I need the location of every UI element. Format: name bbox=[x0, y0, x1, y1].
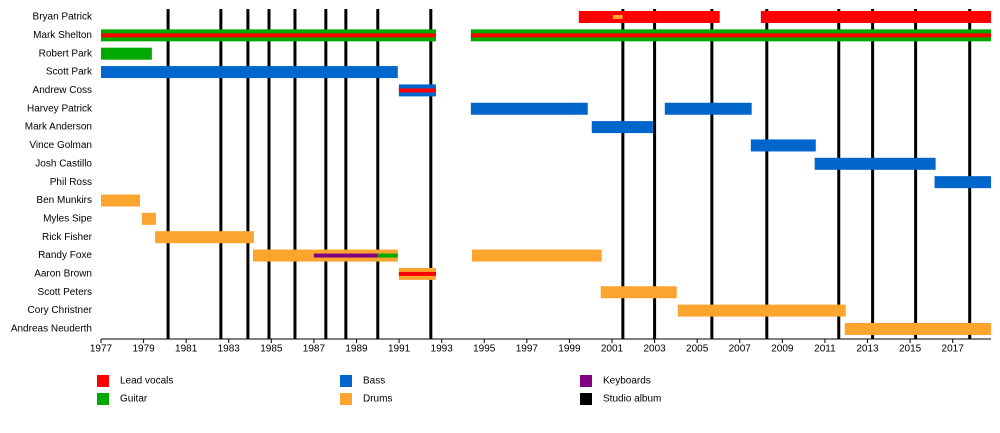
x-tick-label: 1977 bbox=[90, 344, 113, 355]
member-name: Randy Foxe bbox=[38, 250, 92, 261]
role-stripe bbox=[612, 15, 623, 19]
role-bar bbox=[677, 304, 846, 317]
member-name: Aaron Brown bbox=[34, 269, 92, 280]
x-tick-label: 2001 bbox=[601, 344, 624, 355]
legend-label: Drums bbox=[363, 394, 392, 405]
role-bar bbox=[101, 47, 152, 60]
legend-swatch bbox=[97, 375, 109, 387]
x-tick-label: 1985 bbox=[260, 344, 283, 355]
x-tick-label: 2017 bbox=[942, 344, 965, 355]
x-tick-label: 1995 bbox=[473, 344, 496, 355]
role-stripe bbox=[470, 33, 991, 38]
x-tick-label: 2007 bbox=[729, 344, 752, 355]
legend-label: Studio album bbox=[603, 394, 661, 405]
role-bar bbox=[934, 176, 991, 189]
x-tick-label: 1981 bbox=[175, 344, 198, 355]
role-bar bbox=[844, 322, 991, 335]
legend-swatch bbox=[580, 393, 592, 405]
x-tick-label: 2009 bbox=[771, 344, 794, 355]
member-name: Phil Ross bbox=[50, 177, 92, 188]
role-bar bbox=[814, 157, 936, 170]
role-bar bbox=[664, 102, 752, 115]
member-name: Bryan Patrick bbox=[33, 12, 93, 23]
member-name: Andreas Neuderth bbox=[11, 324, 92, 335]
member-name: Myles Sipe bbox=[43, 213, 92, 224]
x-tick-label: 1989 bbox=[345, 344, 368, 355]
role-stripe bbox=[398, 271, 436, 276]
role-stripe bbox=[313, 253, 378, 258]
x-tick-label: 1997 bbox=[516, 344, 539, 355]
x-tick-label: 2015 bbox=[899, 344, 922, 355]
x-tick-label: 1993 bbox=[431, 344, 454, 355]
role-bar bbox=[471, 249, 602, 262]
member-name: Harvey Patrick bbox=[27, 103, 93, 114]
legend-swatch bbox=[340, 375, 352, 387]
role-bar bbox=[155, 231, 254, 244]
role-bar bbox=[101, 66, 398, 79]
member-name: Vince Golman bbox=[29, 140, 92, 151]
role-bar bbox=[750, 139, 816, 152]
member-name: Ben Munkirs bbox=[36, 195, 92, 206]
role-bar bbox=[760, 11, 991, 23]
legend-label: Guitar bbox=[120, 394, 148, 405]
role-bar bbox=[101, 194, 140, 207]
member-name: Cory Christner bbox=[28, 305, 93, 316]
x-tick-label: 1983 bbox=[218, 344, 241, 355]
legend-swatch bbox=[580, 375, 592, 387]
role-stripe bbox=[101, 33, 436, 38]
member-name: Mark Shelton bbox=[33, 30, 92, 41]
role-bar bbox=[591, 121, 653, 134]
x-tick-label: 2005 bbox=[686, 344, 709, 355]
member-name: Robert Park bbox=[39, 48, 93, 59]
role-stripe bbox=[398, 88, 436, 93]
x-tick-label: 1999 bbox=[558, 344, 581, 355]
x-tick-label: 2011 bbox=[814, 344, 836, 355]
member-name: Mark Anderson bbox=[25, 122, 92, 133]
x-tick-label: 2003 bbox=[643, 344, 666, 355]
legend-label: Bass bbox=[363, 376, 385, 387]
role-stripe bbox=[377, 253, 398, 258]
member-name: Josh Castillo bbox=[35, 158, 92, 169]
member-name: Scott Park bbox=[46, 67, 93, 78]
legend-swatch bbox=[340, 393, 352, 405]
member-name: Rick Fisher bbox=[42, 232, 93, 243]
x-tick-label: 1979 bbox=[132, 344, 155, 355]
x-tick-label: 2013 bbox=[856, 344, 879, 355]
legend-swatch bbox=[97, 393, 109, 405]
role-bar bbox=[141, 212, 156, 225]
legend-label: Lead vocals bbox=[120, 376, 173, 387]
x-tick-label: 1987 bbox=[303, 344, 326, 355]
role-bar bbox=[578, 11, 720, 23]
member-name: Andrew Coss bbox=[33, 85, 92, 96]
role-bar bbox=[470, 102, 588, 115]
legend-label: Keyboards bbox=[603, 376, 651, 387]
member-name: Scott Peters bbox=[38, 287, 92, 298]
x-tick-label: 1991 bbox=[388, 344, 411, 355]
role-bar bbox=[600, 286, 677, 299]
